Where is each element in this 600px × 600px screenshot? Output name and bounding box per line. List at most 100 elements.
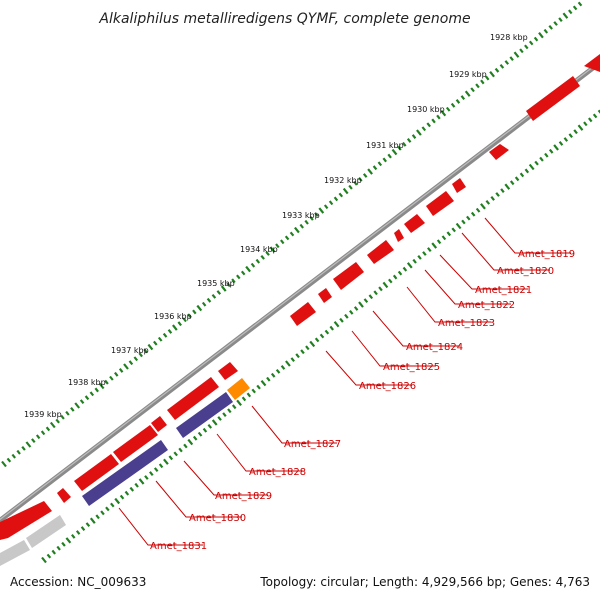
scale-ticks-outer	[1, 1, 583, 468]
scale-tick	[475, 207, 481, 213]
scale-tick	[504, 183, 511, 190]
gene-label[interactable]: Amet_1825	[383, 362, 440, 373]
scale-tick	[577, 124, 584, 131]
blue-feature[interactable]	[82, 440, 168, 506]
scale-label: 1935 kbp	[197, 279, 235, 288]
scale-tick	[119, 494, 125, 500]
scale-tick	[192, 309, 197, 315]
scale-tick	[240, 270, 246, 276]
scale-tick	[61, 541, 66, 547]
scale-tick	[572, 5, 578, 11]
scale-tick	[363, 298, 369, 303]
scale-tick	[485, 200, 491, 205]
gene-label[interactable]: Amet_1830	[189, 513, 246, 524]
scale-tick	[295, 353, 300, 359]
rna-feature[interactable]	[227, 378, 250, 400]
scale-tick	[6, 457, 12, 463]
scale-tick	[416, 129, 422, 136]
scale-tick	[382, 281, 389, 289]
gene-feature[interactable]	[526, 76, 580, 121]
gene-label[interactable]: Amet_1824	[406, 342, 463, 353]
scale-tick	[251, 388, 256, 394]
scale-tick	[94, 387, 99, 393]
gene-label[interactable]: Amet_1827	[284, 439, 341, 450]
scale-tick	[323, 204, 329, 210]
scale-tick	[388, 278, 393, 284]
scale-tick	[75, 530, 81, 535]
gene-feature[interactable]	[218, 362, 238, 380]
gene-feature[interactable]	[394, 229, 404, 242]
scale-tick	[167, 329, 173, 334]
scale-tick	[568, 133, 573, 138]
blue-feature[interactable]	[176, 392, 233, 438]
scale-tick	[573, 129, 578, 135]
scale-tick	[333, 196, 339, 202]
scale-tick	[207, 424, 213, 429]
scale-tick	[1, 460, 7, 468]
scale-tick	[256, 384, 261, 390]
scale-tick	[344, 313, 349, 319]
gene-label[interactable]: Amet_1823	[438, 318, 495, 329]
gene-feature[interactable]	[167, 377, 219, 420]
scale-tick	[446, 231, 452, 237]
scale-tick	[441, 235, 447, 241]
scale-label: 1932 kbp	[324, 176, 362, 185]
scale-tick	[397, 145, 402, 151]
gene-feature[interactable]	[151, 416, 167, 432]
gene-label[interactable]: Amet_1820	[497, 266, 554, 277]
gene-feature[interactable]	[318, 288, 332, 303]
gene-label[interactable]: Amet_1822	[458, 300, 515, 311]
scale-tick	[231, 404, 237, 410]
scale-tick	[460, 95, 466, 100]
gene-feature[interactable]	[426, 191, 454, 216]
scale-tick	[49, 421, 56, 429]
gene-label[interactable]: Amet_1826	[359, 381, 416, 392]
scale-tick	[31, 438, 36, 443]
gene-label[interactable]: Amet_1829	[215, 491, 272, 502]
scale-tick	[294, 226, 300, 234]
scale-tick	[509, 180, 515, 186]
gene-feature[interactable]	[452, 178, 466, 193]
scale-tick	[349, 310, 354, 315]
gray-feature[interactable]	[0, 540, 30, 566]
scale-tick	[558, 141, 564, 146]
scale-tick	[284, 235, 290, 241]
scale-label: 1938 kbp	[68, 378, 106, 387]
scale-tick	[392, 274, 398, 280]
scale-tick	[538, 32, 544, 39]
scale-tick	[494, 67, 500, 73]
scale-tick	[339, 317, 344, 323]
scale-tick	[260, 255, 265, 260]
gene-feature[interactable]	[113, 425, 158, 462]
gray-feature[interactable]	[26, 515, 66, 548]
gene-label[interactable]: Amet_1821	[475, 285, 532, 296]
gene-feature[interactable]	[404, 214, 425, 233]
scale-label: 1931 kbp	[366, 141, 404, 150]
scale-tick	[226, 282, 231, 288]
gene-feature[interactable]	[333, 262, 364, 290]
gene-label[interactable]: Amet_1828	[249, 467, 306, 478]
gene-feature[interactable]	[367, 240, 394, 264]
scale-tick	[524, 168, 530, 174]
gene-label[interactable]: Amet_1819	[518, 249, 575, 260]
gene-label[interactable]: Amet_1831	[150, 541, 207, 552]
scale-tick	[265, 251, 270, 256]
scale-tick	[270, 372, 276, 378]
gene-feature[interactable]	[584, 54, 600, 72]
scale-tick	[275, 369, 281, 374]
gene-feature[interactable]	[0, 501, 52, 540]
scale-tick	[158, 463, 164, 469]
gene-feature[interactable]	[489, 144, 509, 160]
scale-tick	[455, 99, 461, 104]
gene-feature[interactable]	[74, 454, 119, 491]
scale-tick	[222, 412, 227, 417]
scale-tick	[202, 427, 208, 433]
scale-label: 1928 kbp	[490, 33, 528, 42]
scale-tick	[178, 447, 183, 453]
scale-tick	[245, 265, 251, 273]
gene-feature[interactable]	[57, 488, 71, 503]
scale-tick	[35, 434, 41, 440]
gene-feature[interactable]	[290, 302, 316, 326]
scale-tick	[285, 360, 291, 367]
